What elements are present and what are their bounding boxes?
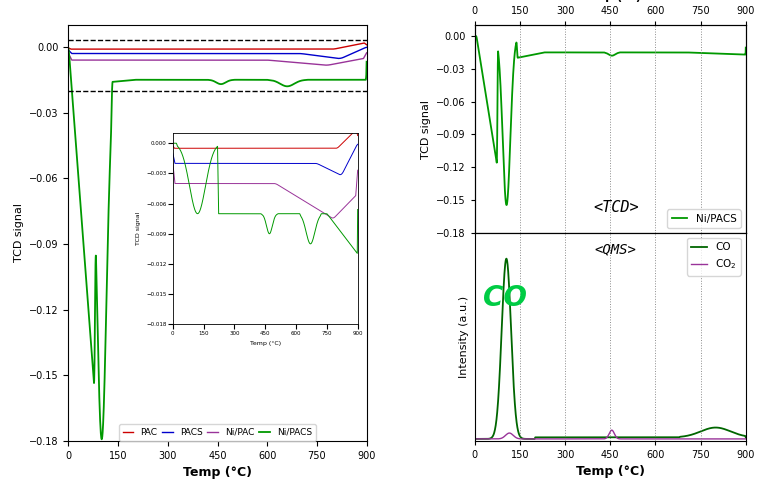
Ni/PACS <box>186 77 195 83</box>
CO$_2$ <box>655 436 664 442</box>
CO$_2$ <box>486 436 495 442</box>
Line: PACS: PACS <box>68 47 367 59</box>
CO <box>655 434 664 440</box>
CO <box>582 434 591 440</box>
Ni/PACS <box>268 78 277 84</box>
Line: Ni/PAC: Ni/PAC <box>68 53 367 65</box>
PAC <box>362 42 371 48</box>
Ni/PACS <box>81 269 90 275</box>
Ni/PAC <box>362 50 371 56</box>
PACS <box>187 51 196 57</box>
PACS <box>334 56 343 62</box>
CO$_2$ <box>528 436 537 442</box>
Text: <QMS>: <QMS> <box>595 243 637 257</box>
CO <box>528 436 537 442</box>
CO$_2$ <box>572 436 581 442</box>
Ni/PAC <box>81 57 90 63</box>
Ni/PAC <box>186 57 195 63</box>
PAC <box>64 45 73 51</box>
PACS <box>186 51 195 57</box>
CO <box>470 436 479 442</box>
PAC <box>81 46 91 52</box>
CO <box>741 434 750 440</box>
PACS <box>128 51 137 57</box>
X-axis label: Temp (°C): Temp (°C) <box>576 465 645 478</box>
PAC <box>186 46 195 52</box>
PAC <box>176 46 185 52</box>
Line: PAC: PAC <box>68 43 367 49</box>
Ni/PAC <box>321 62 330 68</box>
PACS <box>267 51 276 57</box>
CO <box>501 256 511 262</box>
Line: CO$_2$: CO$_2$ <box>475 430 746 439</box>
Y-axis label: Intensity (a.u.): Intensity (a.u.) <box>459 296 470 378</box>
CO$_2$ <box>470 436 479 442</box>
Ni/PACS <box>64 46 73 52</box>
Ni/PAC <box>64 51 73 57</box>
PAC <box>187 46 196 52</box>
PAC <box>66 46 75 52</box>
Ni/PACS <box>187 77 196 83</box>
CO$_2$ <box>581 436 590 442</box>
CO <box>572 434 581 440</box>
Line: Ni/PACS: Ni/PACS <box>68 49 367 439</box>
CO <box>486 435 495 441</box>
PACS <box>64 47 73 53</box>
Text: <TCD>: <TCD> <box>593 200 638 215</box>
X-axis label: Temp (°C): Temp (°C) <box>183 466 252 479</box>
Ni/PAC <box>176 57 185 63</box>
X-axis label: Temp (°C): Temp (°C) <box>580 0 641 3</box>
Ni/PAC <box>187 57 196 63</box>
PACS <box>176 51 185 57</box>
PACS <box>81 51 90 57</box>
Y-axis label: TCD signal: TCD signal <box>14 203 24 263</box>
PAC <box>360 40 369 46</box>
PAC <box>268 46 277 52</box>
Ni/PACS <box>362 59 371 65</box>
CO$_2$ <box>741 436 750 442</box>
Ni/PACS <box>128 77 137 83</box>
Text: CO: CO <box>482 284 527 312</box>
Ni/PAC <box>267 58 276 64</box>
PACS <box>362 44 371 50</box>
CO <box>581 434 590 440</box>
Legend: CO, CO$_2$: CO, CO$_2$ <box>687 238 740 276</box>
Ni/PACS <box>97 436 107 442</box>
Legend: Ni/PACS: Ni/PACS <box>667 209 740 228</box>
Line: CO: CO <box>475 259 746 439</box>
Ni/PACS <box>176 77 185 83</box>
CO$_2$ <box>582 436 591 442</box>
PAC <box>128 46 137 52</box>
CO$_2$ <box>607 427 616 433</box>
Y-axis label: TCD signal: TCD signal <box>421 100 431 158</box>
Ni/PAC <box>128 57 137 63</box>
Legend: PAC, PACS, Ni/PAC, Ni/PACS: PAC, PACS, Ni/PAC, Ni/PACS <box>119 424 316 440</box>
